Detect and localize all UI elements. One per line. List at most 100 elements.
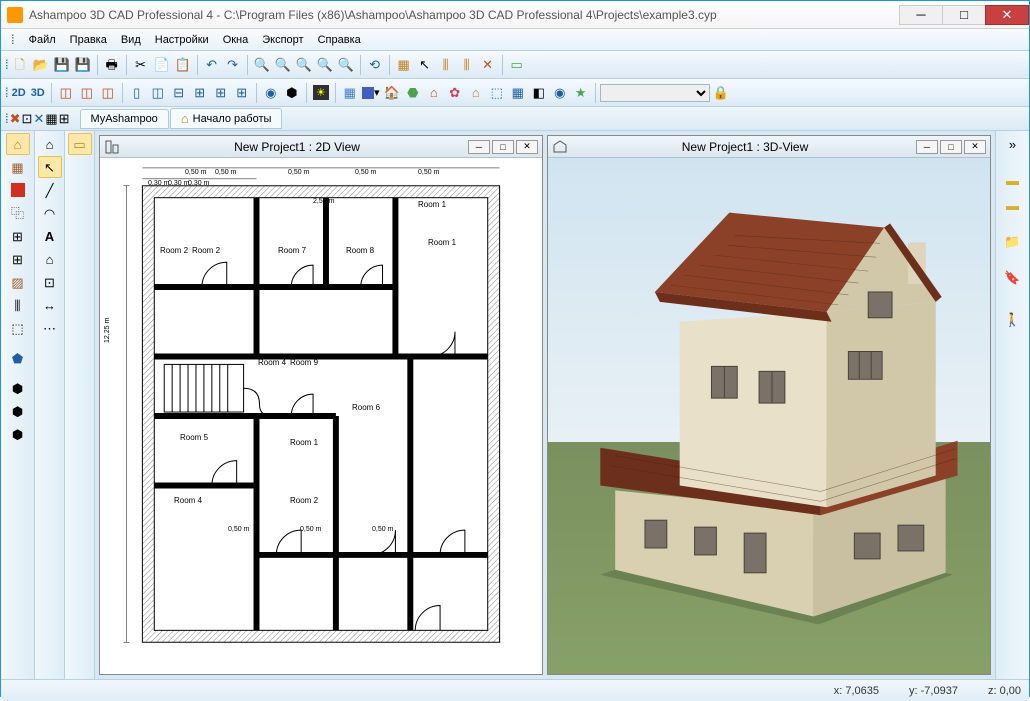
copy-button[interactable]: 📄 — [152, 55, 172, 75]
view2d-close-button[interactable]: ✕ — [516, 140, 538, 154]
tool-3d2-icon[interactable]: ⬢ — [6, 400, 30, 422]
menu-settings[interactable]: Настройки — [149, 32, 215, 48]
saveall-button[interactable]: 💾 — [73, 55, 93, 75]
view3d-max-button[interactable]: □ — [940, 140, 962, 154]
layout6-button[interactable]: ⊞ — [232, 83, 252, 103]
layout2-button[interactable]: ◫ — [148, 83, 168, 103]
tool-c-button[interactable]: ✕ — [33, 112, 44, 126]
layer-select[interactable] — [600, 84, 710, 102]
tool-win2-icon[interactable]: ⊞ — [6, 248, 30, 270]
layout5-button[interactable]: ⊞ — [211, 83, 231, 103]
new-button[interactable]: 🗋 — [10, 55, 30, 75]
tool-b-button[interactable]: ⊡ — [22, 112, 33, 126]
tool-red-icon[interactable] — [6, 179, 30, 201]
tool-d-button[interactable]: ▦ — [45, 112, 57, 126]
tool-e-button[interactable]: ⊞ — [59, 112, 70, 126]
grid-button[interactable]: ▦ — [394, 55, 414, 75]
t2-arc-icon[interactable]: ◠ — [38, 202, 62, 224]
zoom-out-button[interactable]: 🔍 — [273, 55, 293, 75]
t2-view-icon[interactable]: ⊡ — [38, 271, 62, 293]
obj3-button[interactable]: ⌂ — [424, 83, 444, 103]
obj1-button[interactable]: 🏠 — [382, 83, 402, 103]
mode-3d-button[interactable]: 3D — [31, 87, 45, 99]
cut-button[interactable]: ✂ — [131, 55, 151, 75]
menu-file[interactable]: Файл — [23, 32, 62, 48]
layout1-button[interactable]: ▯ — [127, 83, 147, 103]
undo-button[interactable]: ↶ — [202, 55, 222, 75]
cross-button[interactable]: ✕ — [478, 55, 498, 75]
t3-plan-icon[interactable]: ▭ — [68, 133, 92, 155]
menu-edit[interactable]: Правка — [64, 32, 113, 48]
select-button[interactable]: ↖ — [415, 55, 435, 75]
tool-a-button[interactable]: ✖ — [10, 112, 21, 126]
view-3d-canvas[interactable] — [548, 158, 990, 674]
t2-roof-icon[interactable]: ⌂ — [38, 248, 62, 270]
snap1-button[interactable]: ⫼ — [436, 55, 456, 75]
r-layers-icon[interactable]: ▬ — [1001, 169, 1025, 191]
menu-view[interactable]: Вид — [115, 32, 147, 48]
tool-3d3-icon[interactable]: ⬢ — [6, 423, 30, 445]
tool-3d1-icon[interactable]: ⬢ — [6, 377, 30, 399]
r-tag-icon[interactable]: 🔖 — [1001, 266, 1025, 288]
zoom-sel-button[interactable]: 🔍 — [336, 55, 356, 75]
snap2-button[interactable]: ⫼ — [457, 55, 477, 75]
render1-button[interactable]: ◉ — [261, 83, 281, 103]
t2-cursor-icon[interactable]: ↖ — [38, 156, 62, 178]
tab-myashampoo[interactable]: MyAshampoo — [80, 109, 169, 129]
obj8-button[interactable]: ◧ — [529, 83, 549, 103]
zoom-fit-button[interactable]: 🔍 — [294, 55, 314, 75]
color-button[interactable]: ▾ — [361, 83, 381, 103]
layer-button[interactable]: ▭ — [507, 55, 527, 75]
tool-copy2-icon[interactable]: ⿻ — [6, 202, 30, 224]
r-person-icon[interactable]: 🚶 — [1001, 308, 1025, 330]
mode-2d-button[interactable]: 2D — [12, 87, 26, 99]
rotate-button[interactable]: ⟲ — [365, 55, 385, 75]
menu-help[interactable]: Справка — [312, 32, 367, 48]
maximize-button[interactable]: □ — [942, 5, 986, 25]
t2-line-icon[interactable]: ╱ — [38, 179, 62, 201]
print-button[interactable]: 🖶 — [102, 55, 122, 75]
layout3-button[interactable]: ⊟ — [169, 83, 189, 103]
tool-win1-icon[interactable]: ⊞ — [6, 225, 30, 247]
view3d-close-button[interactable]: ✕ — [964, 140, 986, 154]
tool-stairs-icon[interactable]: ⬚ — [6, 317, 30, 339]
view2d-min-button[interactable]: ─ — [468, 140, 490, 154]
tool-bars-icon[interactable]: ⫼ — [6, 294, 30, 316]
tool-shield-icon[interactable]: ⬟ — [6, 347, 30, 369]
obj6-button[interactable]: ⬚ — [487, 83, 507, 103]
paste-button[interactable]: 📋 — [173, 55, 193, 75]
t2-more-icon[interactable]: ⋯ — [38, 317, 62, 339]
tool-grid-icon[interactable]: ▦ — [6, 156, 30, 178]
vp1-button[interactable]: ▦ — [340, 83, 360, 103]
r-folder-icon[interactable]: 📁 — [1001, 230, 1025, 252]
t2-dim-icon[interactable]: ↔ — [38, 294, 62, 316]
obj2-button[interactable]: ⬣ — [403, 83, 423, 103]
render2-button[interactable]: ⬢ — [282, 83, 302, 103]
save-button[interactable]: 💾 — [52, 55, 72, 75]
t2-house-icon[interactable]: ⌂ — [38, 133, 62, 155]
obj7-button[interactable]: ▦ — [508, 83, 528, 103]
view3-button[interactable]: ◫ — [98, 83, 118, 103]
layout4-button[interactable]: ⊞ — [190, 83, 210, 103]
view2-button[interactable]: ◫ — [77, 83, 97, 103]
r-expand-icon[interactable]: » — [1001, 133, 1025, 155]
obj10-button[interactable]: ★ — [571, 83, 591, 103]
tool-house-icon[interactable]: ⌂ — [6, 133, 30, 155]
tab-getting-started[interactable]: ⌂Начало работы — [170, 108, 283, 129]
minimize-button[interactable]: ─ — [899, 5, 943, 25]
view2d-max-button[interactable]: □ — [492, 140, 514, 154]
r-layers2-icon[interactable]: ▬ — [1001, 194, 1025, 216]
menu-windows[interactable]: Окна — [217, 32, 255, 48]
close-button[interactable]: ✕ — [985, 5, 1029, 25]
open-button[interactable]: 📂 — [31, 55, 51, 75]
view1-button[interactable]: ◫ — [56, 83, 76, 103]
light-button[interactable]: ☀ — [311, 83, 331, 103]
view3d-min-button[interactable]: ─ — [916, 140, 938, 154]
zoom-in-button[interactable]: 🔍 — [252, 55, 272, 75]
t2-text-icon[interactable]: A — [38, 225, 62, 247]
obj9-button[interactable]: ◉ — [550, 83, 570, 103]
menu-export[interactable]: Экспорт — [256, 32, 309, 48]
floorplan-canvas[interactable]: Room 2Room 2Room 3Room 7Room 8Room 1Room… — [100, 158, 542, 674]
lock-button[interactable]: 🔒 — [711, 83, 731, 103]
redo-button[interactable]: ↷ — [223, 55, 243, 75]
